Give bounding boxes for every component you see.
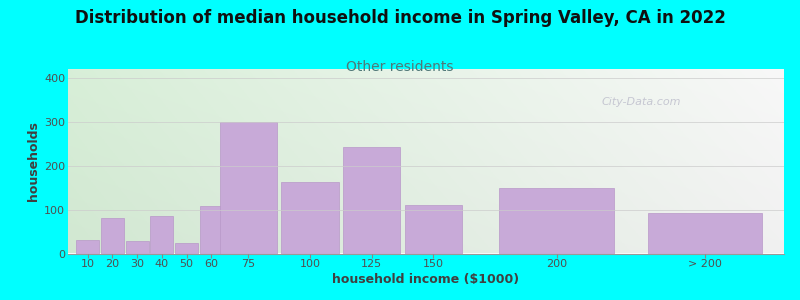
Bar [126, 241, 149, 254]
Bar [76, 240, 99, 254]
Text: City-Data.com: City-Data.com [601, 97, 681, 107]
Bar [405, 205, 462, 254]
Bar [175, 242, 198, 253]
Bar [282, 182, 338, 254]
Text: Other residents: Other residents [346, 60, 454, 74]
Bar [499, 188, 614, 254]
Bar [150, 216, 174, 254]
Bar [219, 122, 277, 254]
Bar [200, 206, 222, 254]
Y-axis label: households: households [27, 121, 40, 201]
Bar [101, 218, 124, 254]
Text: Distribution of median household income in Spring Valley, CA in 2022: Distribution of median household income … [74, 9, 726, 27]
Bar [647, 213, 762, 254]
X-axis label: household income ($1000): household income ($1000) [333, 273, 519, 286]
Bar [343, 147, 400, 254]
